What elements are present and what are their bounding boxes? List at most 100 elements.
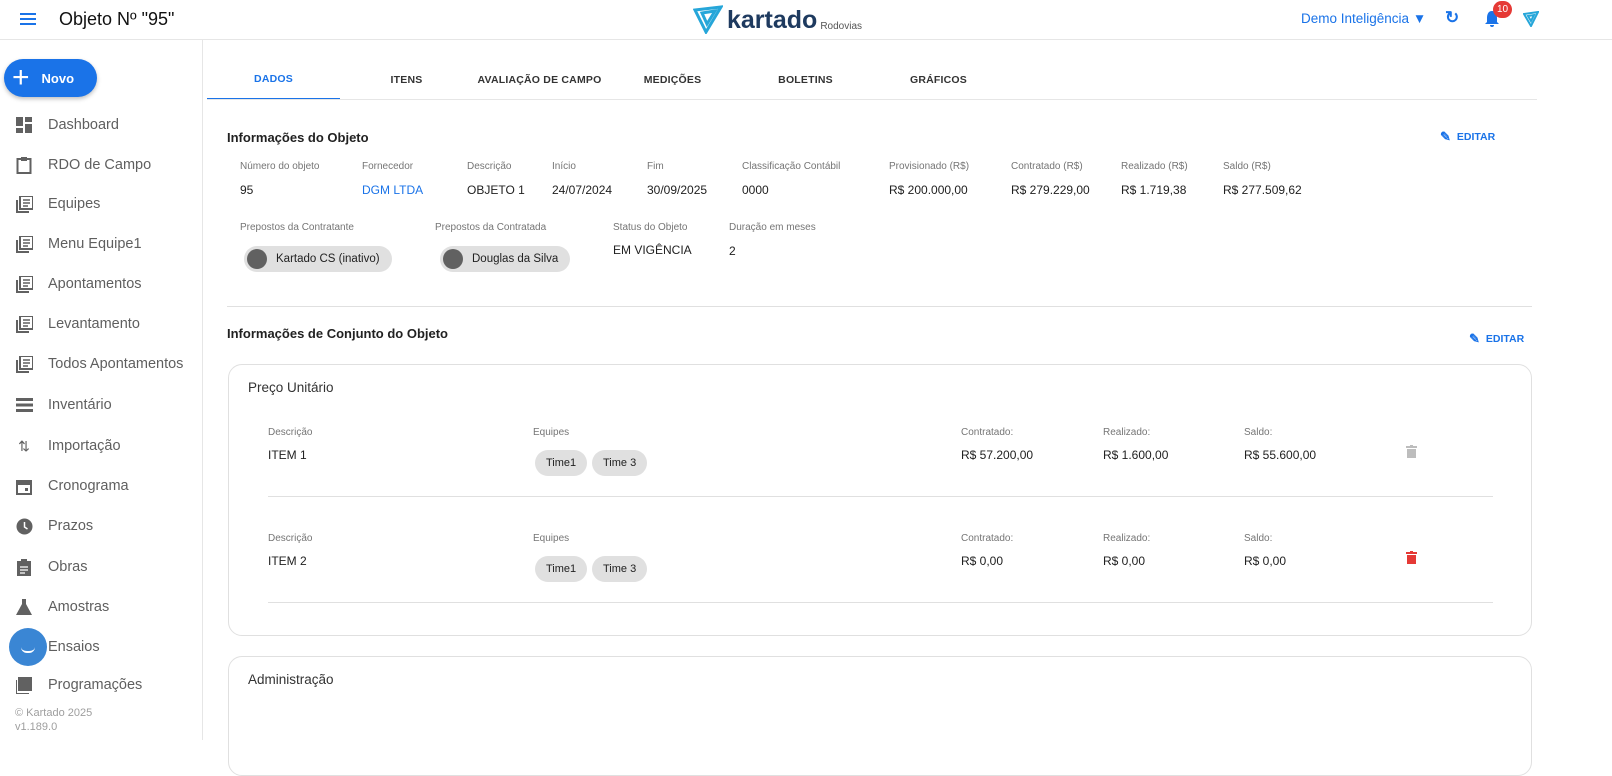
saldo-label: Saldo:	[1244, 427, 1273, 438]
logo-icon	[693, 5, 723, 34]
field-value: 30/09/2025	[647, 183, 708, 197]
trash-icon[interactable]	[1406, 551, 1417, 564]
new-button-label: Novo	[41, 70, 75, 86]
edit-info-button[interactable]: ✎ EDITAR	[1440, 129, 1495, 145]
sidebar-item-menu-equipe1[interactable]: Menu Equipe1	[0, 226, 200, 262]
sidebar-item-todos-apontamentos[interactable]: Todos Apontamentos	[0, 346, 200, 382]
team-chip[interactable]: Time 3	[592, 556, 648, 582]
page-title: Objeto Nº "95"	[59, 9, 175, 29]
field-label: Início	[552, 161, 576, 172]
team-chip[interactable]: Time1	[535, 450, 588, 476]
contratante-label: Prepostos da Contratante	[240, 222, 354, 233]
field-label: Descrição	[467, 161, 512, 172]
list-icon	[15, 355, 33, 373]
list-icon	[15, 315, 33, 333]
kartado-send-icon[interactable]	[1523, 11, 1539, 27]
import-export-icon: ⇅	[18, 437, 30, 454]
sidebar-item-label: Inventário	[48, 397, 112, 413]
avatar-icon	[247, 249, 267, 269]
contratado-label: Contratado:	[961, 427, 1014, 438]
sidebar-item-ensaios[interactable]: Ensaios	[0, 629, 200, 665]
company-name: Demo Inteligência	[1301, 11, 1410, 26]
field-value: 24/07/2024	[552, 183, 613, 197]
duracao-label: Duração em meses	[729, 222, 816, 233]
contratada-name: Douglas da Silva	[472, 253, 559, 265]
sidebar-item-label: Programações	[48, 677, 143, 693]
sidebar: + Novo Dashboard RDO de Campo Equipes Menu …	[0, 40, 203, 740]
sidebar-item-prazos[interactable]: Prazos	[0, 508, 200, 544]
sidebar-item-apontamentos[interactable]: Apontamentos	[0, 266, 200, 302]
pencil-icon: ✎	[1440, 129, 1451, 144]
sidebar-item-levantamento[interactable]: Levantamento	[0, 306, 200, 342]
sidebar-item-inventário[interactable]: Inventário	[0, 387, 200, 423]
contratante-chip[interactable]: Kartado CS (inativo)	[244, 246, 392, 272]
sidebar-item-dashboard[interactable]: Dashboard	[0, 107, 200, 143]
logo: kartado Rodovias	[693, 4, 862, 34]
field-value: R$ 277.509,62	[1223, 183, 1302, 197]
sidebar-item-label: Prazos	[48, 518, 94, 534]
caret-down-icon: ▼	[1412, 11, 1427, 26]
book-icon	[15, 676, 33, 694]
sidebar-item-label: Levantamento	[48, 316, 140, 332]
descricao-label: Descrição	[268, 533, 313, 544]
sidebar-item-importação[interactable]: ⇅ Importação	[0, 428, 200, 464]
sidebar-item-cronograma[interactable]: Cronograma	[0, 468, 200, 504]
notifications-button[interactable]: 10	[1484, 1, 1512, 33]
company-selector[interactable]: Demo Inteligência ▼	[1301, 11, 1426, 26]
sidebar-item-label: Dashboard	[48, 117, 119, 133]
list-icon	[15, 275, 33, 293]
assignment-icon	[15, 558, 33, 576]
field-label: Saldo (R$)	[1223, 161, 1271, 172]
tab-4[interactable]: BOLETINS	[778, 74, 833, 86]
field-label: Fornecedor	[362, 161, 414, 172]
sidebar-item-programações[interactable]: Programações	[0, 667, 200, 703]
contratado-value: R$ 57.200,00	[961, 448, 1034, 462]
card-title: Preço Unitário	[248, 380, 334, 395]
saldo-value: R$ 0,00	[1244, 554, 1287, 568]
equipes-label: Equipes	[533, 533, 570, 544]
refresh-icon[interactable]: ↻	[1445, 8, 1460, 27]
realizado-label: Realizado:	[1103, 427, 1151, 438]
chat-widget-button[interactable]	[9, 628, 47, 666]
status-label: Status do Objeto	[613, 222, 688, 233]
sidebar-item-label: Cronograma	[48, 478, 129, 494]
contratada-label: Prepostos da Contratada	[435, 222, 547, 233]
realizado-value: R$ 0,00	[1103, 554, 1146, 568]
logo-text: kartado	[727, 6, 818, 34]
status-value: EM VIGÊNCIA	[613, 243, 692, 257]
list-icon	[15, 235, 33, 253]
team-chip[interactable]: Time 3	[592, 450, 648, 476]
tab-3[interactable]: MEDIÇÕES	[643, 74, 702, 86]
sidebar-item-label: Apontamentos	[48, 276, 142, 292]
flask-icon	[15, 598, 33, 616]
sidebar-item-rdo-de-campo[interactable]: RDO de Campo	[0, 147, 200, 183]
new-button[interactable]: + Novo	[4, 59, 97, 97]
tab-1[interactable]: ITENS	[390, 74, 423, 86]
card-title: Administração	[248, 672, 334, 687]
hamburger-icon[interactable]	[20, 12, 36, 26]
pencil-icon: ✎	[1469, 331, 1480, 346]
tab-0[interactable]: DADOS	[207, 60, 340, 100]
sidebar-item-label: Amostras	[48, 599, 110, 615]
administracao-card: Administração	[228, 656, 1532, 776]
contratada-chip[interactable]: Douglas da Silva	[440, 246, 571, 272]
sidebar-item-equipes[interactable]: Equipes	[0, 186, 200, 222]
notification-badge: 10	[1493, 1, 1512, 18]
sidebar-item-amostras[interactable]: Amostras	[0, 589, 200, 625]
field-value: R$ 1.719,38	[1121, 183, 1187, 197]
trash-icon[interactable]	[1406, 445, 1417, 458]
edit-conjunto-button[interactable]: ✎ EDITAR	[1469, 331, 1524, 347]
tab-5[interactable]: GRÁFICOS	[909, 74, 968, 86]
saldo-value: R$ 55.600,00	[1244, 448, 1317, 462]
info-title: Informações do Objeto	[227, 130, 369, 145]
field-value[interactable]: DGM LTDA	[362, 183, 424, 197]
realizado-label: Realizado:	[1103, 533, 1151, 544]
sidebar-item-obras[interactable]: Obras	[0, 549, 200, 585]
saldo-label: Saldo:	[1244, 533, 1273, 544]
plus-icon: +	[12, 61, 30, 94]
duracao-value: 2	[729, 244, 736, 258]
team-chip[interactable]: Time1	[535, 556, 588, 582]
tab-2[interactable]: AVALIAÇÃO DE CAMPO	[477, 74, 602, 86]
field-label: Número do objeto	[240, 161, 320, 172]
dashboard-icon	[15, 116, 33, 134]
